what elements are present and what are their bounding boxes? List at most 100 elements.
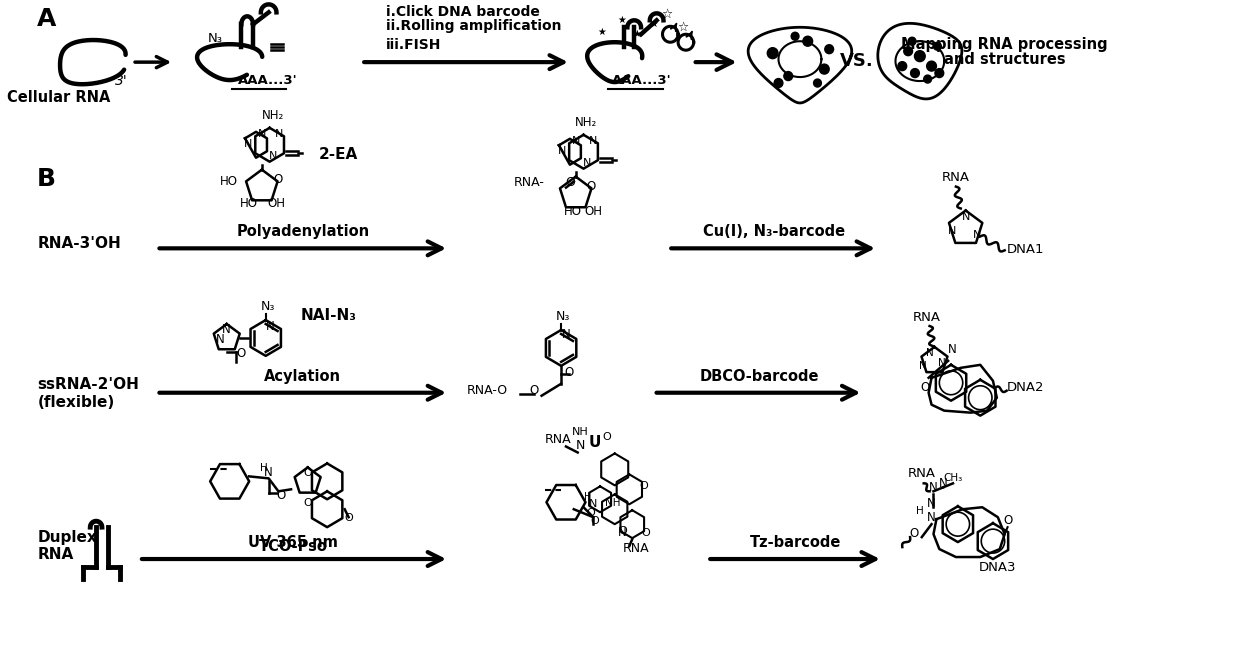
- Text: B: B: [37, 166, 56, 191]
- Circle shape: [813, 79, 821, 87]
- Text: NH₂: NH₂: [575, 116, 598, 129]
- Text: N: N: [558, 145, 567, 156]
- Circle shape: [768, 47, 777, 59]
- Text: ssRNA-2'OH: ssRNA-2'OH: [37, 377, 139, 392]
- Text: Duplex: Duplex: [37, 530, 98, 545]
- Text: RNA: RNA: [544, 432, 572, 445]
- Text: O: O: [277, 490, 286, 502]
- Text: DNA1: DNA1: [1007, 243, 1044, 257]
- Text: O: O: [590, 516, 600, 526]
- Text: HO: HO: [221, 175, 238, 188]
- Circle shape: [924, 75, 931, 83]
- Text: AAA...3': AAA...3': [238, 74, 298, 87]
- Text: DBCO-barcode: DBCO-barcode: [699, 368, 818, 384]
- Text: O: O: [237, 347, 246, 360]
- Text: N: N: [919, 361, 926, 371]
- Text: NH: NH: [572, 426, 589, 436]
- Text: O: O: [565, 176, 575, 189]
- Text: Mapping RNA processing: Mapping RNA processing: [901, 38, 1109, 52]
- Text: H: H: [916, 506, 924, 517]
- Text: N: N: [961, 213, 970, 222]
- Text: RNA: RNA: [942, 170, 970, 184]
- Text: U: U: [589, 434, 601, 449]
- Text: ☆: ☆: [677, 21, 688, 34]
- Text: Cu(I), N₃-barcode: Cu(I), N₃-barcode: [703, 224, 844, 240]
- Text: H: H: [260, 463, 268, 473]
- Text: N: N: [216, 333, 224, 346]
- Text: NH: NH: [605, 498, 620, 508]
- Circle shape: [898, 62, 906, 70]
- Text: N: N: [264, 467, 273, 480]
- Text: O: O: [909, 527, 919, 540]
- Text: iii.FISH: iii.FISH: [386, 38, 441, 52]
- Text: AAA...3': AAA...3': [611, 74, 671, 87]
- Text: N: N: [929, 481, 937, 494]
- Text: HO: HO: [241, 197, 258, 211]
- Text: N: N: [562, 328, 570, 341]
- Text: NAI-N₃: NAI-N₃: [301, 308, 357, 323]
- Text: O: O: [304, 498, 312, 508]
- Text: H: H: [584, 492, 591, 502]
- Text: ★: ★: [598, 27, 606, 38]
- Text: O: O: [304, 468, 312, 478]
- Text: N₃: N₃: [556, 310, 570, 323]
- Text: TCO-Pso: TCO-Pso: [259, 539, 327, 554]
- Text: VS.: VS.: [839, 52, 873, 70]
- Text: N₃: N₃: [260, 300, 275, 313]
- Text: (flexible): (flexible): [37, 395, 115, 410]
- Text: N: N: [575, 440, 585, 453]
- Text: N: N: [244, 139, 253, 149]
- Text: O: O: [619, 526, 627, 536]
- Text: O: O: [345, 513, 353, 523]
- Text: RNA: RNA: [622, 542, 650, 555]
- Text: N: N: [928, 511, 936, 524]
- Text: N: N: [222, 323, 231, 336]
- Circle shape: [934, 42, 941, 50]
- Text: RNA: RNA: [908, 467, 936, 480]
- Circle shape: [802, 36, 812, 46]
- Text: RNA-3'OH: RNA-3'OH: [37, 236, 122, 251]
- Text: RNA-O: RNA-O: [466, 384, 507, 397]
- Circle shape: [825, 45, 833, 54]
- Text: A: A: [37, 7, 56, 32]
- Text: ★: ★: [618, 15, 626, 25]
- Text: Acylation: Acylation: [264, 368, 341, 384]
- Text: O: O: [1003, 514, 1012, 527]
- Circle shape: [784, 72, 792, 80]
- Text: N₃: N₃: [208, 32, 223, 45]
- Text: O: O: [587, 180, 596, 193]
- Text: OH: OH: [584, 205, 603, 218]
- Text: DNA2: DNA2: [1007, 381, 1044, 393]
- Text: N: N: [939, 358, 946, 368]
- Circle shape: [820, 64, 830, 74]
- Text: N: N: [267, 320, 275, 333]
- Text: N: N: [619, 526, 627, 539]
- Text: O: O: [273, 173, 283, 186]
- Circle shape: [791, 32, 799, 40]
- Text: O: O: [640, 481, 649, 492]
- Circle shape: [908, 38, 916, 45]
- Text: O: O: [603, 432, 611, 442]
- Text: OH: OH: [268, 197, 285, 211]
- Text: 3': 3': [114, 74, 128, 88]
- Text: i.Click DNA barcode: i.Click DNA barcode: [386, 5, 539, 19]
- Text: N: N: [258, 129, 267, 139]
- Text: N: N: [583, 158, 591, 168]
- Text: RNA: RNA: [913, 311, 941, 324]
- Text: N: N: [947, 226, 956, 236]
- Text: N: N: [275, 129, 284, 139]
- Text: N: N: [572, 136, 580, 146]
- Text: N: N: [928, 497, 936, 510]
- Circle shape: [926, 61, 936, 71]
- Text: DNA3: DNA3: [980, 561, 1017, 574]
- Text: UV 365 nm: UV 365 nm: [248, 535, 339, 550]
- Text: N: N: [947, 343, 956, 356]
- Text: and structures: and structures: [944, 52, 1065, 67]
- Text: 2-EA: 2-EA: [319, 147, 357, 162]
- Text: N: N: [973, 230, 982, 240]
- Text: CH₃: CH₃: [944, 473, 962, 484]
- Text: ★: ★: [632, 29, 641, 39]
- Text: Cellular RNA: Cellular RNA: [7, 90, 110, 105]
- Text: RNA-: RNA-: [513, 176, 544, 189]
- Circle shape: [914, 51, 925, 62]
